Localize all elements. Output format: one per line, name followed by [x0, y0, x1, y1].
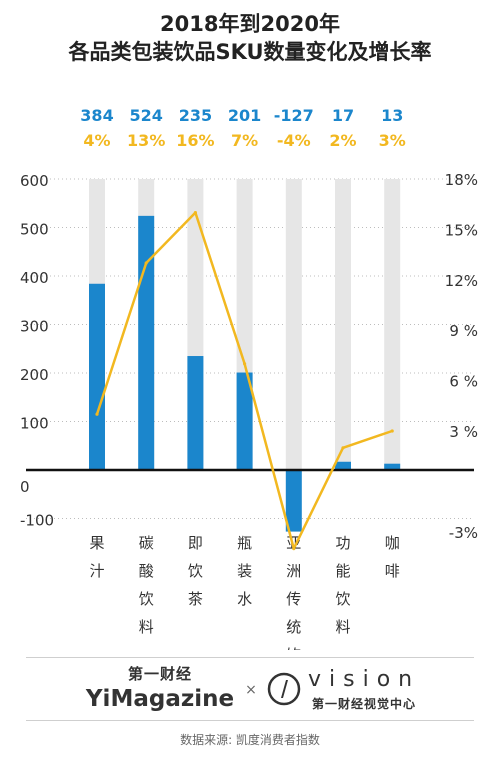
growth-rate-value-label: -4%: [277, 131, 311, 150]
sku-change-bar: [89, 283, 105, 470]
brand-separator: ×: [245, 682, 257, 698]
category-label-char: 汁: [89, 562, 104, 580]
category-label-char: 传: [286, 590, 301, 608]
left-axis-tick: 400: [20, 269, 49, 287]
growth-rate-point: [341, 446, 345, 450]
growth-rate-value-label: 3%: [379, 131, 406, 150]
category-label-char: 咖: [385, 534, 400, 552]
sku-change-value-label: -127: [274, 106, 314, 125]
left-axis-tick: 0: [20, 478, 30, 496]
category-label-char: 茶: [188, 590, 203, 608]
sku-change-value-label: 235: [179, 106, 212, 125]
left-axis-tick: 100: [20, 415, 49, 433]
growth-rate-point: [144, 261, 148, 265]
yimagazine-logo-cn: 第一财经: [127, 665, 192, 683]
category-label-char: 酸: [139, 562, 154, 580]
left-axis-tick: -100: [20, 512, 54, 530]
sku-change-value-label: 201: [228, 106, 261, 125]
bar-line-chart: 果汁碳酸饮料即饮茶瓶装水亚洲传统饮料功能饮料咖啡6005004003002001…: [20, 106, 478, 650]
growth-rate-point: [390, 429, 394, 433]
vision-logo-en: vision: [308, 667, 421, 692]
category-label-char: 碳: [139, 534, 154, 552]
right-axis-tick: 18%: [445, 171, 478, 189]
sku-change-bar: [138, 215, 155, 470]
vision-logo: vision 第一财经视觉中心: [266, 663, 446, 715]
right-axis-tick: 12%: [445, 272, 478, 290]
growth-rate-point: [193, 211, 197, 215]
chart-title: 2018年到2020年 各品类包装饮品SKU数量变化及增长率: [0, 10, 500, 66]
category-label-char: 饮: [335, 590, 350, 608]
category-label-char: 饮: [139, 590, 154, 608]
sku-change-value-label: 384: [80, 106, 113, 125]
right-axis-tick: -3%: [449, 524, 478, 542]
sku-change-value-label: 524: [129, 106, 162, 125]
bar-background: [335, 179, 351, 470]
category-label-char: 啡: [385, 562, 400, 580]
right-axis-tick: 9 %: [449, 322, 478, 340]
left-axis-tick: 200: [20, 366, 49, 384]
category-label-char: 饮: [188, 562, 203, 580]
growth-rate-point: [292, 547, 296, 551]
vision-logo-mark-icon: [267, 672, 301, 706]
footer-divider-bottom: [26, 720, 474, 721]
right-axis-tick: 15%: [445, 221, 478, 239]
category-label-char: 瓶: [237, 534, 252, 552]
growth-rate-point: [243, 362, 247, 366]
category-label-char: 功: [335, 534, 350, 552]
growth-rate-value-label: 7%: [231, 131, 258, 150]
sku-change-value-label: 13: [381, 106, 403, 125]
growth-rate-value-label: 13%: [127, 131, 165, 150]
chart-title-line-1: 2018年到2020年: [160, 12, 340, 36]
chart-title-line-2: 各品类包装饮品SKU数量变化及增长率: [68, 40, 432, 64]
category-label-char: 能: [335, 562, 350, 580]
category-label-char: 料: [335, 618, 350, 636]
sku-change-bar: [236, 372, 253, 470]
sku-change-value-label: 17: [332, 106, 354, 125]
bar-background: [285, 179, 302, 470]
category-label-char: 即: [188, 534, 203, 552]
growth-rate-value-label: 4%: [83, 131, 110, 150]
sku-change-bar: [384, 463, 401, 470]
category-label-char: 果: [89, 534, 104, 552]
right-axis-tick: 6 %: [449, 373, 478, 391]
category-label-char: 装: [237, 562, 252, 580]
growth-rate-point: [95, 412, 99, 416]
category-label-char: 洲: [286, 562, 301, 580]
yimagazine-logo-en: YiMagazine: [85, 686, 235, 712]
category-label-char: 水: [237, 590, 252, 608]
growth-rate-value-label: 16%: [176, 131, 214, 150]
sku-change-bar: [335, 461, 351, 470]
category-label-char: 料: [139, 618, 154, 636]
sku-change-bar: [285, 470, 302, 532]
left-axis-tick: 600: [20, 172, 49, 190]
yimagazine-logo: 第一财经 YiMagazine: [80, 663, 240, 715]
bar-background: [384, 179, 401, 470]
left-axis-tick: 300: [20, 318, 49, 336]
category-label-char: 统: [286, 618, 301, 636]
right-axis-tick: 3 %: [449, 423, 478, 441]
footer-divider-top: [26, 657, 474, 658]
vision-logo-cn: 第一财经视觉中心: [312, 697, 417, 711]
growth-rate-value-label: 2%: [329, 131, 356, 150]
data-source: 数据来源: 凯度消费者指数: [180, 733, 320, 747]
category-label-char: 饮: [286, 646, 301, 650]
left-axis-tick: 500: [20, 221, 49, 239]
sku-change-bar: [187, 356, 204, 470]
